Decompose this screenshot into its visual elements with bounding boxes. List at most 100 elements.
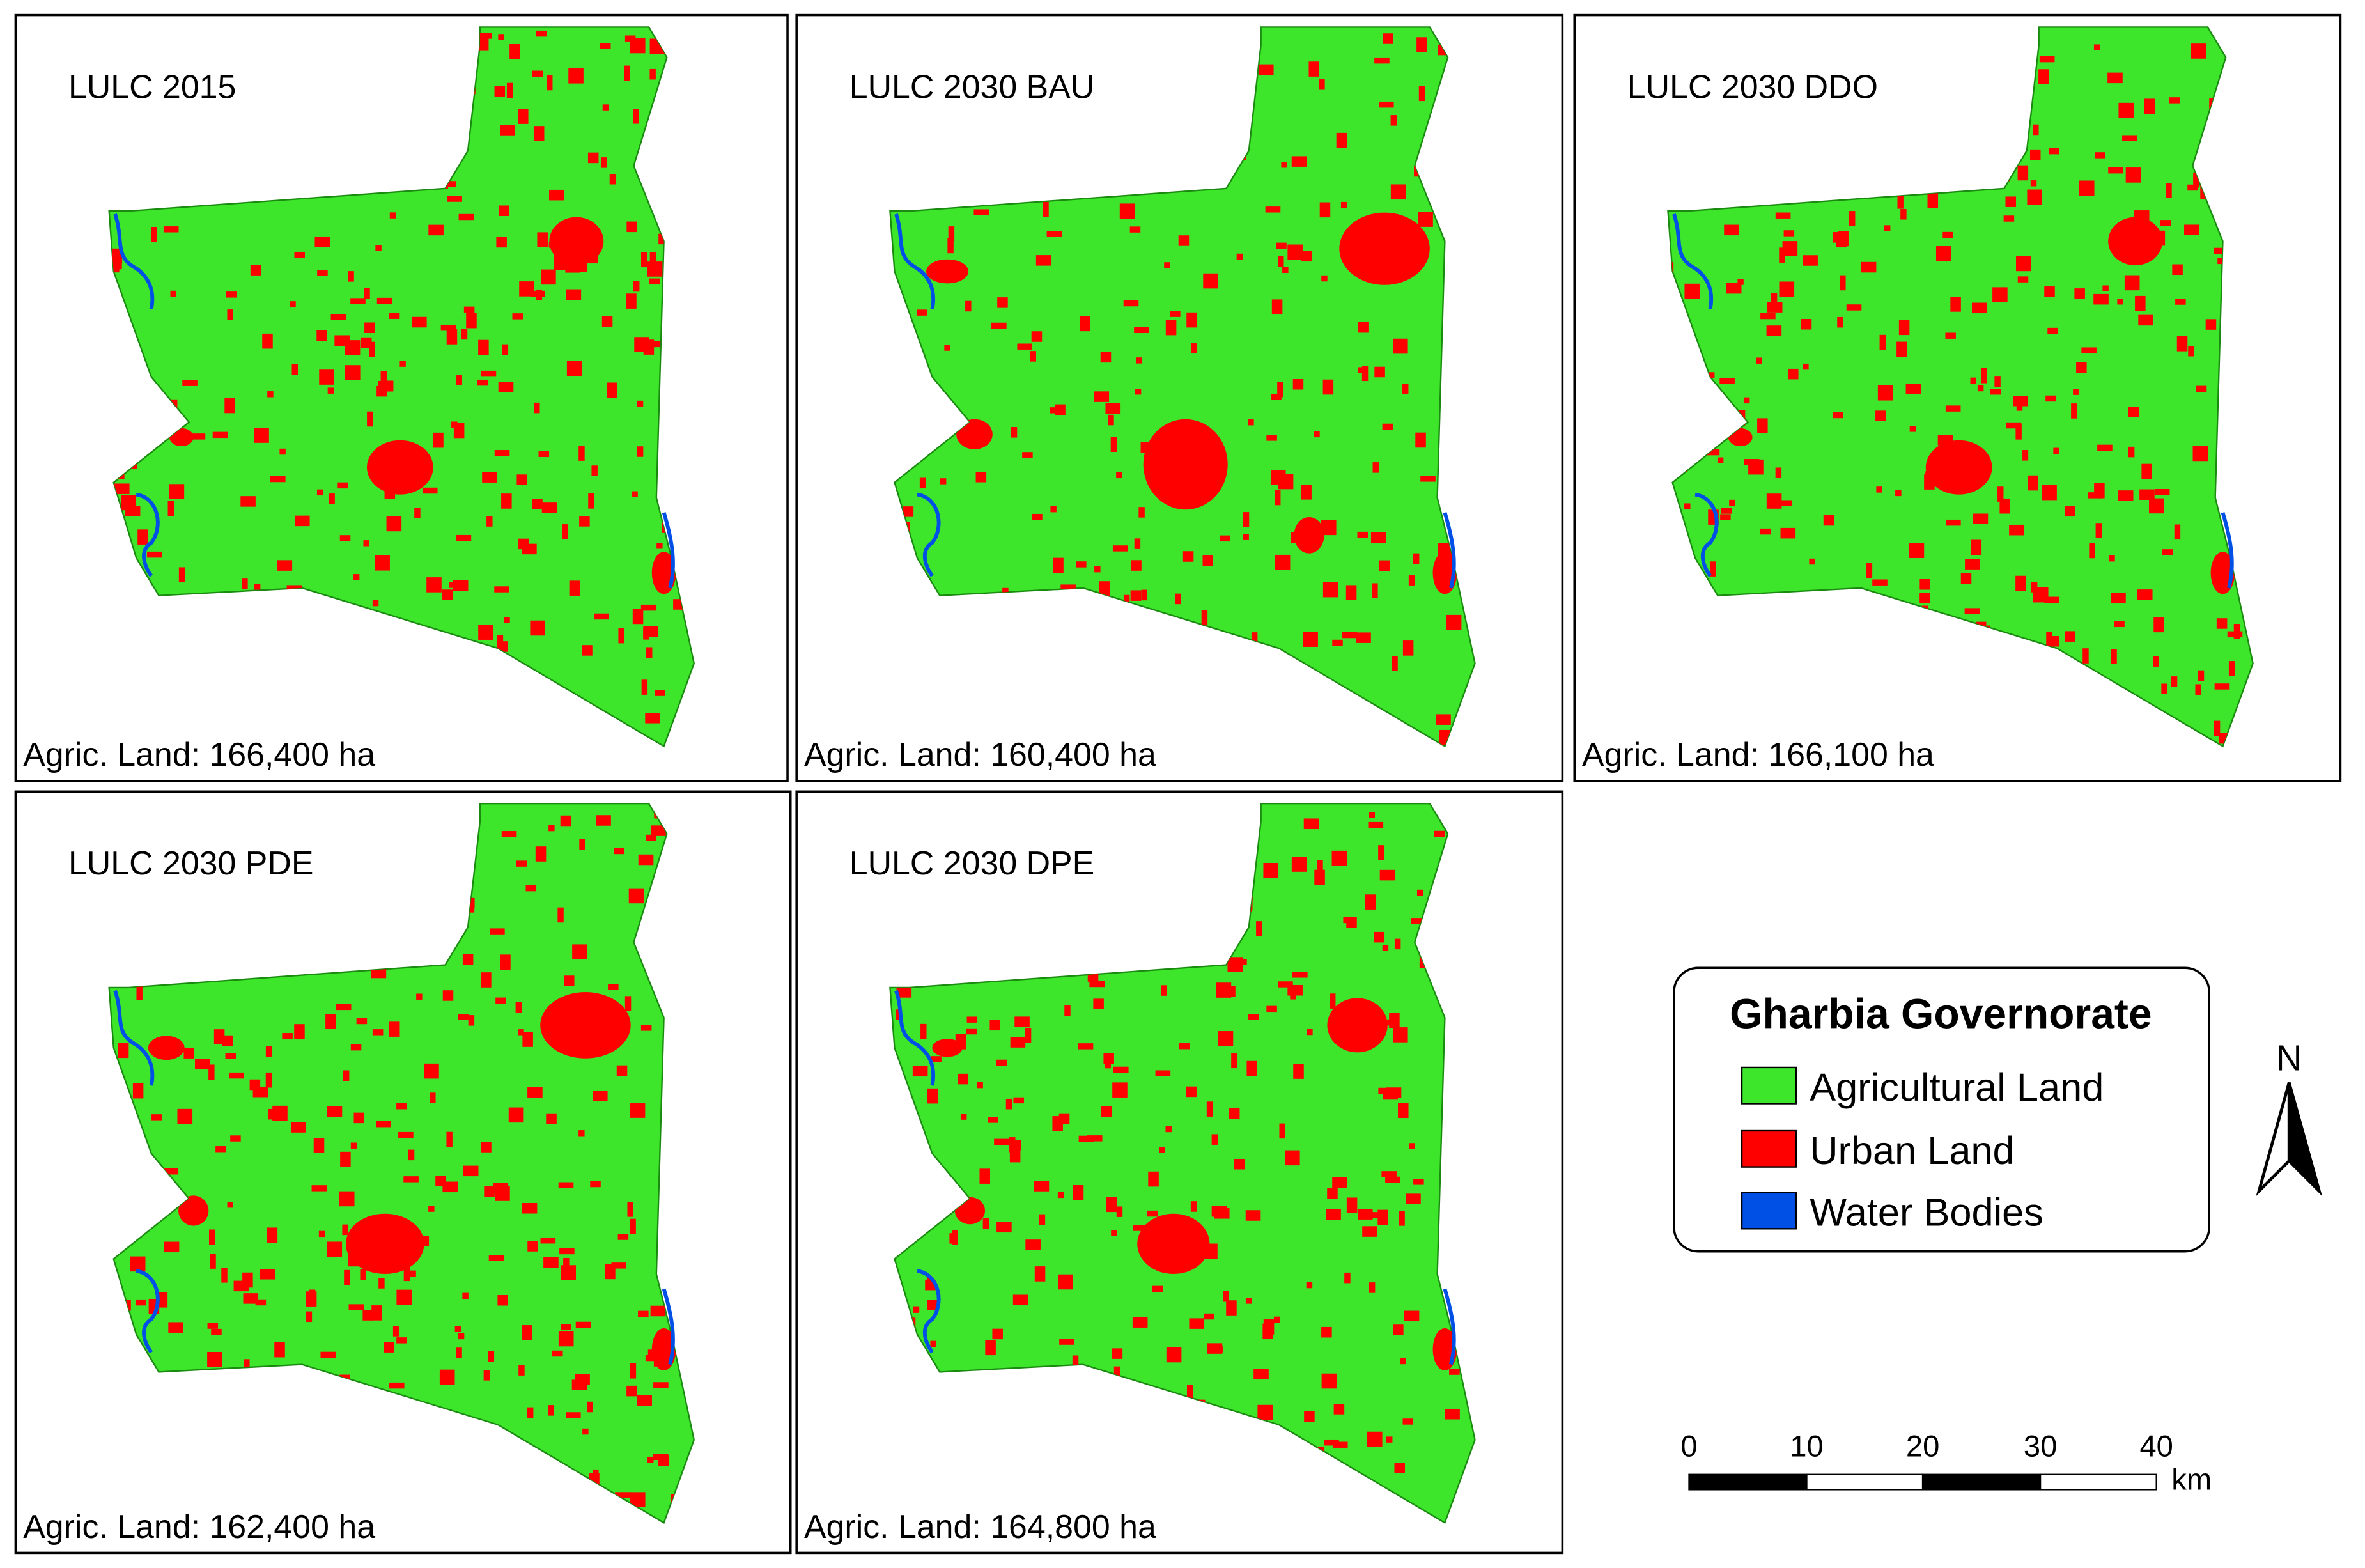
urban-patch bbox=[1273, 1316, 1280, 1323]
urban-patch bbox=[2081, 347, 2097, 353]
urban-patch bbox=[1332, 639, 1343, 646]
urban-patch bbox=[221, 1268, 228, 1283]
urban-patch bbox=[1760, 313, 1776, 320]
urban-patch bbox=[170, 290, 176, 297]
urban-patch bbox=[522, 1203, 538, 1214]
north-label: N bbox=[2276, 1038, 2302, 1078]
urban-patch bbox=[578, 446, 585, 461]
urban-patch bbox=[1164, 262, 1170, 268]
urban-patch bbox=[590, 1181, 601, 1188]
urban-patch bbox=[996, 1059, 1007, 1066]
urban-patch bbox=[2093, 44, 2100, 50]
urban-area bbox=[178, 1195, 209, 1226]
urban-patch bbox=[530, 290, 545, 297]
urban-patch bbox=[1905, 384, 1921, 394]
urban-patch bbox=[920, 1023, 927, 1039]
urban-patch bbox=[1404, 1310, 1420, 1322]
urban-patch bbox=[1206, 1101, 1213, 1117]
urban-patch bbox=[1866, 563, 1873, 578]
urban-patch bbox=[2017, 165, 2029, 181]
urban-patch bbox=[1078, 1135, 1094, 1142]
urban-patch bbox=[1103, 1053, 1114, 1064]
urban-patch bbox=[632, 609, 644, 625]
scale-segment bbox=[1688, 1473, 1808, 1491]
urban-patch bbox=[1836, 237, 1847, 248]
urban-patch bbox=[1392, 656, 1398, 671]
water-body bbox=[894, 213, 1456, 589]
urban-patch bbox=[1416, 889, 1423, 896]
urban-patch bbox=[2118, 102, 2134, 118]
urban-patch bbox=[1833, 412, 1843, 419]
urban-patch bbox=[327, 1241, 343, 1257]
urban-patch bbox=[1971, 539, 1982, 555]
urban-patch bbox=[1093, 998, 1104, 1009]
urban-patch bbox=[1970, 377, 1976, 384]
urban-patch bbox=[1186, 1385, 1193, 1401]
urban-patch bbox=[1766, 493, 1782, 509]
urban-patch bbox=[1992, 287, 2008, 302]
legend-swatch bbox=[1741, 1192, 1797, 1230]
urban-patch bbox=[1106, 1197, 1117, 1213]
urban-patch bbox=[494, 586, 509, 593]
urban-patch bbox=[453, 580, 469, 591]
urban-patch bbox=[146, 551, 162, 558]
urban-patch bbox=[1319, 202, 1331, 218]
urban-patch bbox=[125, 506, 141, 516]
urban-patch bbox=[396, 1337, 407, 1344]
urban-patch bbox=[164, 1241, 180, 1253]
urban-patch bbox=[2160, 220, 2171, 226]
urban-patch bbox=[1111, 1230, 1117, 1236]
urban-patch bbox=[1165, 320, 1177, 336]
urban-patch bbox=[1223, 1291, 1229, 1302]
urban-patch bbox=[1032, 513, 1043, 520]
urban-patch bbox=[1344, 1272, 1351, 1284]
urban-patch bbox=[658, 1455, 669, 1466]
map bbox=[108, 802, 695, 1524]
urban-patch bbox=[1009, 1147, 1021, 1163]
urban-patch bbox=[588, 493, 594, 509]
urban-patch bbox=[1374, 366, 1385, 378]
urban-patch bbox=[1241, 959, 1247, 966]
urban-patch bbox=[1304, 1411, 1315, 1422]
urban-patch bbox=[1076, 561, 1087, 568]
urban-patch bbox=[587, 152, 599, 164]
urban-patch bbox=[1216, 982, 1232, 998]
urban-patch bbox=[337, 482, 348, 489]
urban-patch bbox=[2161, 683, 2167, 695]
urban-patch bbox=[1246, 1060, 1257, 1076]
urban-patch bbox=[363, 540, 369, 547]
urban-patch bbox=[989, 1020, 1000, 1031]
urban-patch bbox=[630, 38, 646, 54]
urban-patch bbox=[1218, 1031, 1234, 1046]
urban-patch bbox=[481, 1142, 492, 1153]
urban-patch bbox=[441, 181, 456, 187]
urban-patch bbox=[1214, 1208, 1230, 1219]
urban-patch bbox=[495, 997, 506, 1004]
urban-patch bbox=[1875, 410, 1886, 421]
urban-patch bbox=[1123, 300, 1139, 307]
urban-area bbox=[1339, 212, 1430, 285]
urban-patch bbox=[2009, 524, 2024, 536]
urban-patch bbox=[569, 580, 580, 596]
urban-patch bbox=[1964, 608, 1980, 614]
urban-patch bbox=[2139, 489, 2155, 501]
urban-patch bbox=[578, 1130, 585, 1137]
urban-patch bbox=[1262, 1323, 1273, 1339]
urban-patch bbox=[547, 75, 553, 91]
panel-title: LULC 2030 PDE bbox=[68, 844, 314, 881]
urban-patch bbox=[1256, 921, 1262, 936]
water-body bbox=[113, 213, 675, 589]
urban-patch bbox=[339, 535, 351, 541]
urban-patch bbox=[2039, 56, 2055, 63]
urban-patch bbox=[1950, 297, 1961, 312]
urban-patch bbox=[1113, 1366, 1120, 1382]
scale-tick-label: 10 bbox=[1790, 1429, 1823, 1463]
urban-patch bbox=[640, 1025, 652, 1031]
urban-patch bbox=[1413, 553, 1420, 564]
urban-patch bbox=[1022, 452, 1033, 458]
agric-land-label: Agric. Land: 162,400 ha bbox=[23, 1508, 375, 1545]
urban-patch bbox=[484, 1186, 495, 1197]
urban-patch bbox=[260, 1269, 275, 1280]
urban-patch bbox=[439, 1369, 455, 1385]
urban-patch bbox=[566, 289, 582, 300]
